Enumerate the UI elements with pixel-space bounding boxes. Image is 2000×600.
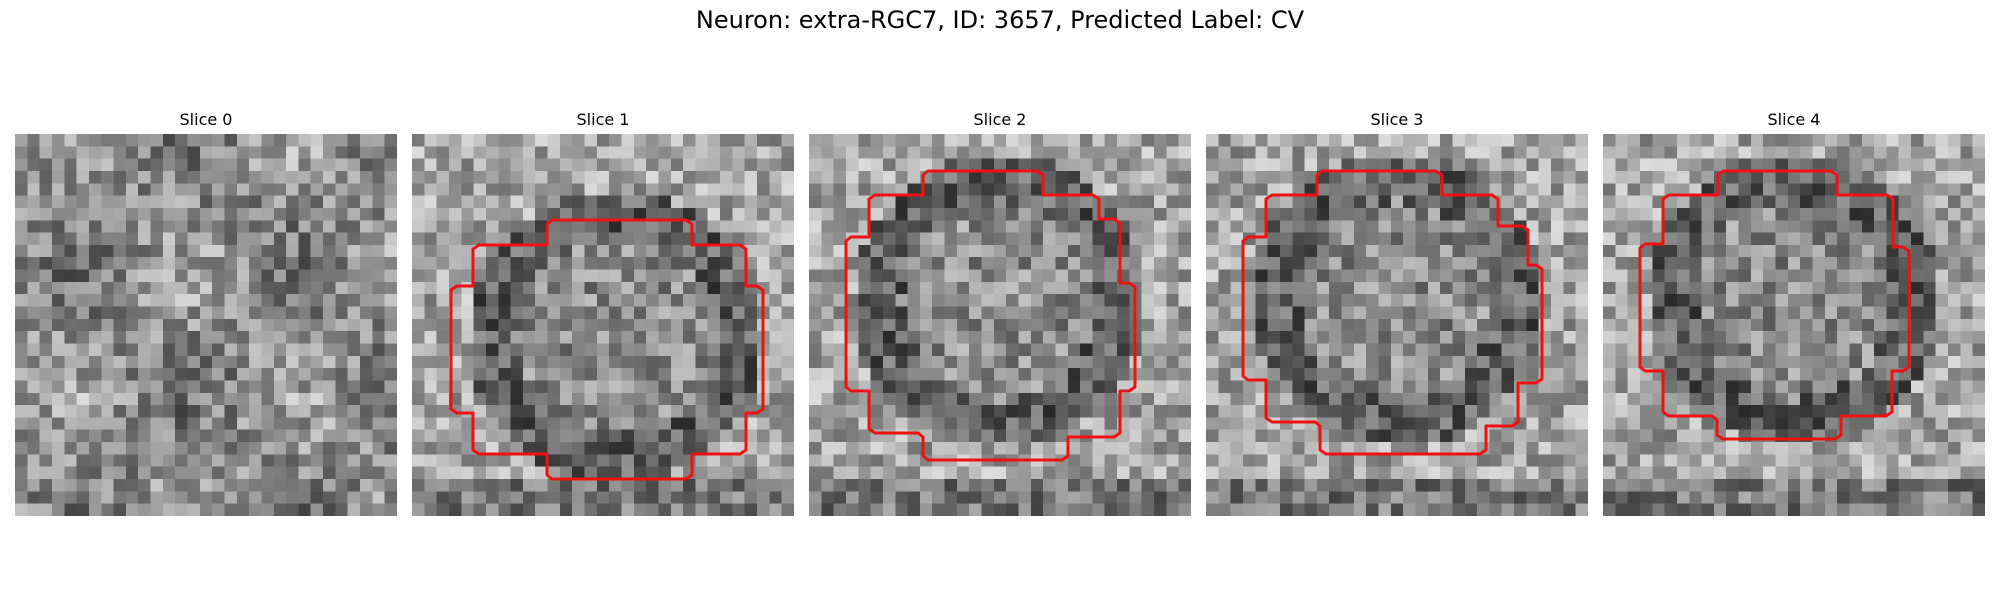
slice-image [809,134,1191,516]
slice-image [1603,134,1985,516]
slice-title: Slice 4 [1767,110,1821,129]
slice-panel-4: Slice 4 [1603,110,1985,516]
slice-panel-1: Slice 1 [412,110,794,516]
slice-panel-0: Slice 0 [15,110,397,516]
slice-image [412,134,794,516]
slice-title: Slice 3 [1370,110,1424,129]
slice-image [1206,134,1588,516]
figure-title: Neuron: extra-RGC7, ID: 3657, Predicted … [695,6,1305,34]
slice-title: Slice 1 [576,110,630,129]
slice-title: Slice 0 [179,110,233,129]
slice-panel-2: Slice 2 [809,110,1191,516]
slice-panel-3: Slice 3 [1206,110,1588,516]
slice-image [15,134,397,516]
slice-title: Slice 2 [973,110,1027,129]
